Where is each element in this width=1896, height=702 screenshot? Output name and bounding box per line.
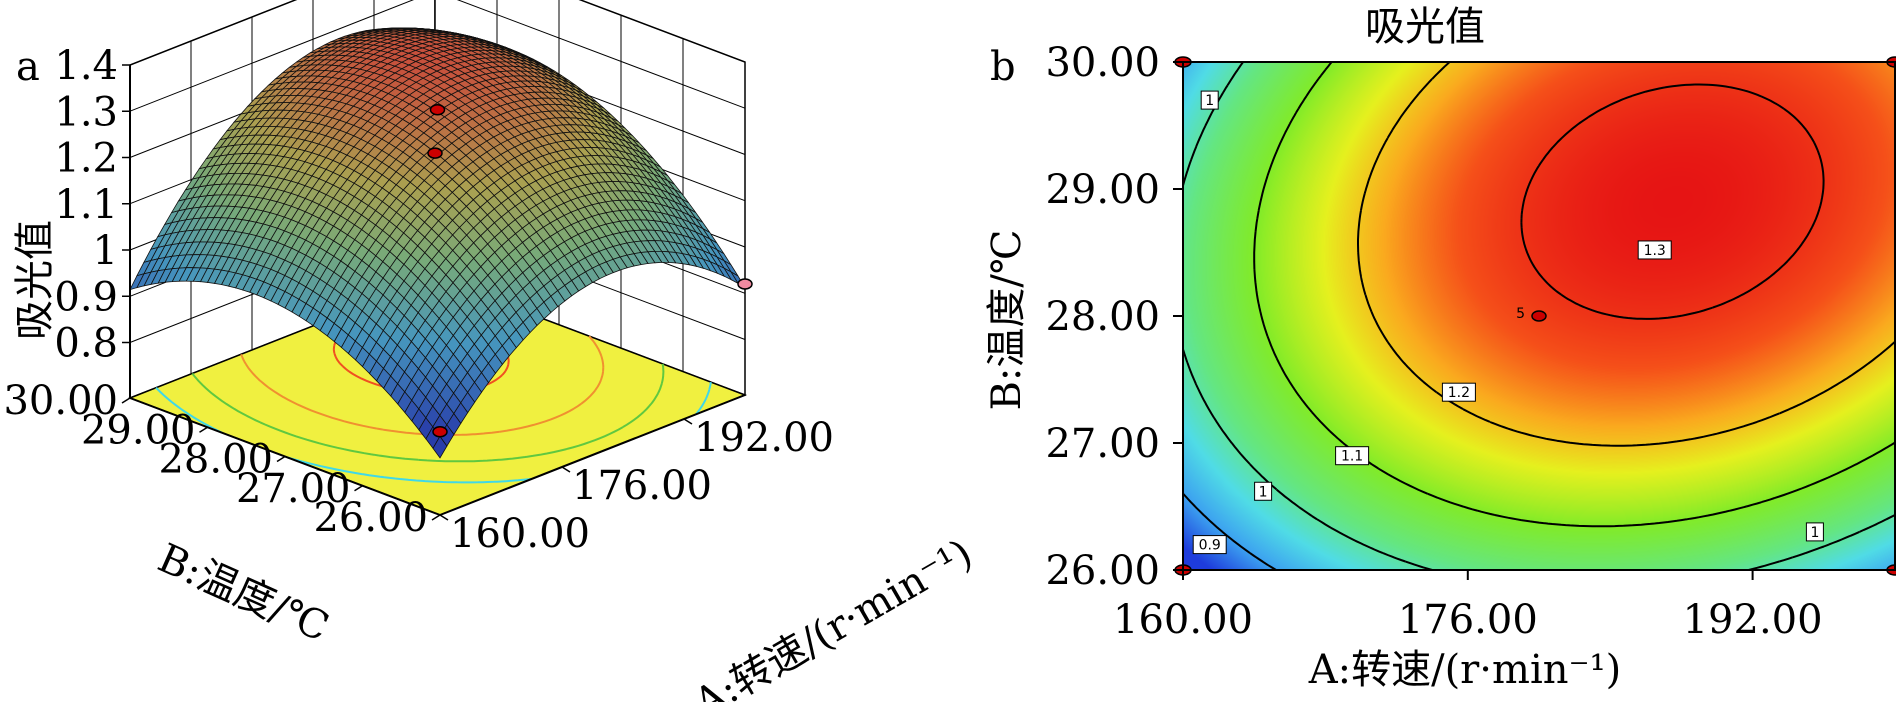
surface-x-tick bbox=[561, 466, 571, 473]
contour-level-labels: 0.9 1 1 1 1.1 1.2 1.3 bbox=[1192, 90, 1824, 555]
contour-label-box bbox=[1254, 481, 1273, 501]
surface-y-tick bbox=[121, 397, 131, 404]
contour-y-axis-label: B:温度/℃ bbox=[984, 229, 1030, 410]
surface-plot-panel: a 0.80.911.11.21.31.4 26.0027.0028.0029.0… bbox=[3, 0, 980, 702]
surface-y-tick-label: 30.00 bbox=[3, 378, 118, 424]
surface-mesh bbox=[129, 27, 746, 459]
surface-x-tick bbox=[439, 514, 449, 521]
surface-x-axis-edge bbox=[439, 394, 746, 516]
surface-y-tick bbox=[199, 426, 208, 433]
surface-z-tick-label: 1.2 bbox=[54, 136, 118, 182]
contour-y-tick-label: 27.00 bbox=[1045, 421, 1160, 467]
surface-y-tick bbox=[431, 514, 441, 521]
surface-z-axis-label: 吸光值 bbox=[12, 220, 58, 340]
contour-label-box bbox=[1192, 535, 1227, 555]
surface-x-axis-label: A:转速/(r·min⁻¹) bbox=[686, 531, 981, 702]
contour-line-0-9 bbox=[1183, 492, 1277, 570]
surface-z-tick-label: 0.8 bbox=[54, 321, 118, 367]
surface-y-tick-label: 27.00 bbox=[236, 466, 351, 512]
surface-floor-contour bbox=[155, 381, 712, 484]
contour-y-tick-label: 30.00 bbox=[1045, 40, 1160, 86]
center-point-count-label: 5 bbox=[1516, 306, 1525, 322]
surface-z-gridline bbox=[129, 0, 746, 66]
surface-tick-labels: 0.80.911.11.21.31.4 26.0027.0028.0029.003… bbox=[3, 43, 833, 557]
contour-label: 1.3 bbox=[1644, 243, 1666, 259]
contour-line-1-1 bbox=[1253, 62, 1895, 528]
contour-x-axis-label: A:转速/(r·min⁻¹) bbox=[1308, 647, 1622, 693]
surface-y-tick-label: 29.00 bbox=[81, 407, 196, 453]
contour-y-tick-label: 26.00 bbox=[1045, 548, 1160, 594]
surface-z-tick-label: 1.4 bbox=[54, 43, 118, 89]
surface-design-points bbox=[427, 104, 753, 438]
surface-design-point bbox=[737, 278, 753, 290]
surface-y-axis-label: B:温度/℃ bbox=[151, 535, 335, 651]
surface-design-point bbox=[427, 147, 443, 159]
contour-y-tick-label: 28.00 bbox=[1045, 294, 1160, 340]
contour-x-tick-label: 160.00 bbox=[1113, 597, 1253, 643]
surface-design-point bbox=[429, 104, 446, 116]
contour-y-tick-label: 29.00 bbox=[1045, 167, 1160, 213]
panel-label-b: b bbox=[990, 44, 1016, 90]
contour-ticks: 160.00 176.00 192.00 26.00 27.00 28.00 29.00 30… bbox=[1045, 40, 1822, 643]
contour-line-1-2 bbox=[1357, 62, 1895, 447]
contour-label-box bbox=[1441, 382, 1476, 402]
surface-y-tick-label: 28.00 bbox=[158, 437, 273, 483]
surface-floor-contour bbox=[191, 363, 665, 463]
contour-lines bbox=[1183, 62, 1895, 570]
surface-y-tick bbox=[354, 485, 363, 492]
contour-x-tick-label: 192.00 bbox=[1683, 597, 1823, 643]
surface-z-tick-label: 1 bbox=[93, 228, 118, 274]
surface-z-tick-label: 0.9 bbox=[54, 274, 118, 320]
contour-line-1-3 bbox=[1520, 83, 1825, 320]
contour-label: 1 bbox=[1259, 484, 1268, 500]
surface-z-tick-label: 1.1 bbox=[54, 182, 118, 228]
surface-z-tick-label: 1.3 bbox=[54, 89, 118, 135]
surface-x-tick bbox=[683, 418, 693, 425]
panel-label-a: a bbox=[16, 44, 40, 90]
contour-title: 吸光值 bbox=[1365, 4, 1485, 50]
surface-x-tick-label: 176.00 bbox=[572, 463, 712, 509]
contour-label: 1.2 bbox=[1448, 385, 1470, 401]
contour-label: 1.1 bbox=[1341, 449, 1363, 465]
contour-label: 1 bbox=[1205, 93, 1214, 109]
surface-x-tick-label: 192.00 bbox=[694, 415, 834, 461]
contour-center-point bbox=[1531, 310, 1547, 322]
contour-x-tick-label: 176.00 bbox=[1398, 597, 1538, 643]
surface-design-point bbox=[432, 426, 448, 438]
contour-label: 0.9 bbox=[1199, 538, 1221, 554]
surface-y-tick bbox=[276, 455, 286, 463]
contour-label-box bbox=[1335, 446, 1370, 466]
surface-floor-contour bbox=[240, 335, 605, 436]
contour-label: 1 bbox=[1810, 525, 1819, 541]
surface-x-tick-label: 160.00 bbox=[450, 511, 590, 557]
contour-plot-panel: b 吸光值 0.9 1 1 1 1.1 1.2 1.3 5 160.00 176.00 192.… bbox=[984, 4, 1896, 693]
contour-label-box bbox=[1805, 522, 1824, 542]
surface-z-gridline bbox=[129, 0, 746, 112]
contour-label-box bbox=[1637, 240, 1672, 260]
contour-label-box bbox=[1200, 90, 1219, 110]
surface-y-tick-label: 26.00 bbox=[313, 495, 428, 541]
